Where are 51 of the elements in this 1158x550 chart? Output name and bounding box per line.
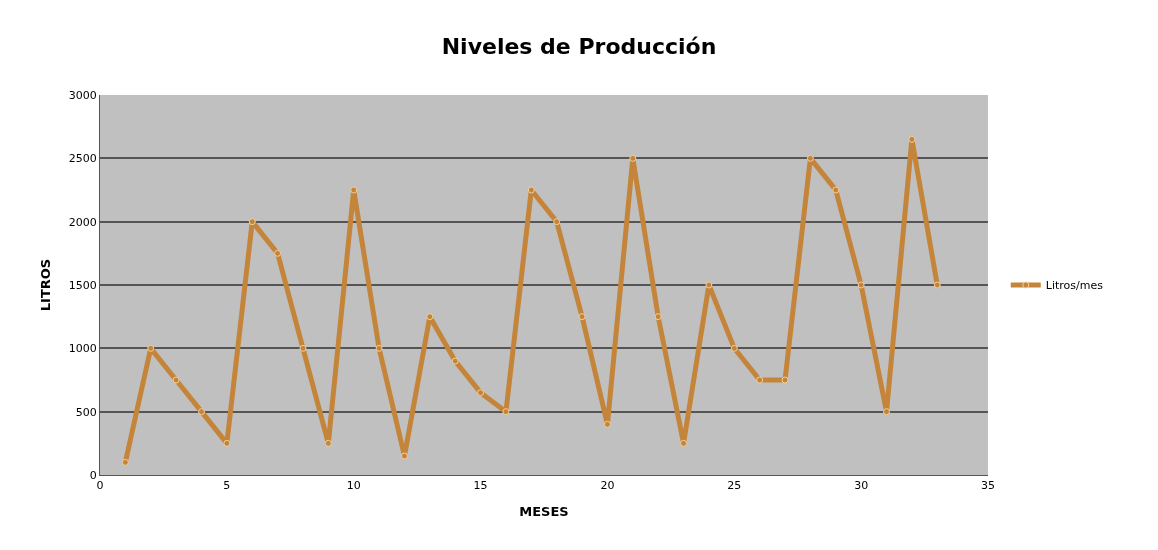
point: [883, 408, 891, 416]
legend-label: Litros/mes: [1045, 279, 1104, 293]
point: [553, 218, 561, 226]
point: [806, 154, 814, 162]
x-tick-label: 10: [346, 479, 361, 493]
point: [527, 186, 535, 194]
point: [248, 218, 256, 226]
point: [781, 376, 789, 384]
x-tick-label: 35: [981, 479, 995, 493]
y-tick-label: 2500: [68, 152, 97, 166]
point: [375, 344, 383, 352]
point: [299, 344, 307, 352]
point: [121, 458, 129, 466]
point: [730, 344, 738, 352]
y-tick-label: 500: [75, 405, 97, 419]
x-axis-title: MESES: [519, 503, 569, 519]
point: [857, 281, 865, 289]
point: [477, 389, 485, 397]
point: [147, 344, 155, 352]
point: [578, 313, 586, 321]
y-tick-label: 2000: [68, 215, 97, 229]
y-tick-label: 3000: [68, 88, 97, 102]
point: [451, 357, 459, 365]
point: [197, 408, 205, 416]
point: [680, 439, 688, 447]
point: [426, 313, 434, 321]
point: [756, 376, 764, 384]
y-tick-label: 1000: [68, 342, 97, 356]
point: [832, 186, 840, 194]
x-tick-label: 15: [473, 479, 488, 493]
point: [654, 313, 662, 321]
point: [400, 452, 408, 460]
point: [223, 439, 231, 447]
x-tick-label: 5: [223, 479, 231, 493]
y-axis-title: LITROS: [37, 258, 53, 312]
point: [908, 135, 916, 143]
point: [324, 439, 332, 447]
point: [350, 186, 358, 194]
point: [502, 408, 510, 416]
y-tick-label: 0: [89, 468, 97, 482]
point: [274, 249, 282, 257]
point: [705, 281, 713, 289]
y-tick-label: 1500: [68, 278, 97, 292]
point: [172, 376, 180, 384]
point: [629, 154, 637, 162]
x-tick-label: 30: [854, 479, 869, 493]
point: [933, 281, 941, 289]
x-tick-label: 25: [727, 479, 742, 493]
point: [603, 420, 611, 428]
x-tick-label: 20: [600, 479, 615, 493]
chart-title: Niveles de Producción: [441, 33, 717, 59]
